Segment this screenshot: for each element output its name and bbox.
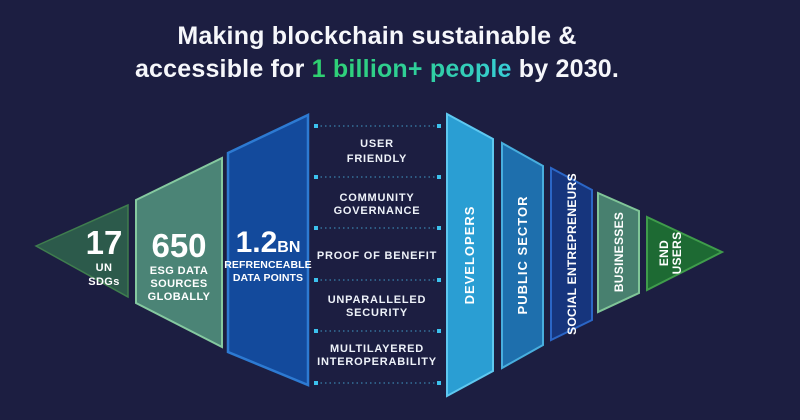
feature-multilayered-interoperability-line1: MULTILAYERED xyxy=(330,343,424,355)
headline-line2-suffix: by 2030. xyxy=(511,54,620,83)
feature-unparalleled-security-line2: SECURITY xyxy=(346,307,408,319)
end-users-shape xyxy=(646,215,725,292)
headline: Making blockchain sustainable & accessib… xyxy=(0,20,754,85)
esg-data-value: 650 xyxy=(151,227,206,264)
esg-data-shape xyxy=(135,156,223,349)
esg-data-label-line1: ESG DATA xyxy=(150,265,208,277)
feature-multilayered-interoperability-line2: INTEROPERABILITY xyxy=(317,356,437,368)
feature-unparalleled-security-line1: UNPARALLELED xyxy=(328,294,427,306)
public-sector-shape xyxy=(501,141,544,370)
un-sdgs-value: 17 xyxy=(86,224,123,261)
connector-dot xyxy=(314,175,318,179)
connector-dot xyxy=(437,124,441,128)
connector-dots xyxy=(314,124,441,385)
esg-data-label-line2: SOURCES xyxy=(150,278,207,290)
connector-dot xyxy=(314,278,318,282)
data-points-label-line2: DATA POINTS xyxy=(233,272,303,284)
un-sdgs-shape xyxy=(34,203,129,299)
connector-dot xyxy=(437,329,441,333)
connector-dot xyxy=(437,381,441,385)
businesses-shape xyxy=(597,191,640,314)
connector-dot xyxy=(314,226,318,230)
data-points-value-group: 1.2BN xyxy=(236,226,301,259)
connector-dot xyxy=(437,175,441,179)
feature-user-friendly-line1: USER xyxy=(360,138,394,150)
esg-data-label-line3: GLOBALLY xyxy=(148,291,211,303)
connector-dot xyxy=(314,381,318,385)
data-points-label-line1: REFRENCEABLE xyxy=(224,259,312,271)
headline-highlight: 1 billion+ people xyxy=(311,54,512,83)
businesses-label: BUSINESSES xyxy=(612,212,626,292)
un-sdgs-label-line1: UN xyxy=(96,262,113,274)
social-entrepreneurs-label: SOCIAL ENTREPRENEURS xyxy=(565,173,579,335)
connector-dot xyxy=(437,226,441,230)
headline-line1: Making blockchain sustainable & xyxy=(177,22,577,50)
feature-user-friendly-line2: FRIENDLY xyxy=(347,153,407,165)
end-users-label-line1: END xyxy=(657,240,671,266)
public-sector-label: PUBLIC SECTOR xyxy=(515,196,530,315)
feature-community-governance-line1: COMMUNITY xyxy=(339,192,414,204)
headline-line2-prefix: accessible for xyxy=(134,54,312,83)
connector-group xyxy=(314,124,441,385)
social-entrepreneurs-shape xyxy=(550,166,593,342)
data-points-shape xyxy=(226,113,310,387)
connector-dot xyxy=(437,278,441,282)
connector-dot xyxy=(314,329,318,333)
data-points-value: 1.2 xyxy=(236,226,278,259)
feature-community-governance-line2: GOVERNANCE xyxy=(334,205,421,217)
developers-shape xyxy=(446,112,494,398)
end-users-label: ENDUSERS xyxy=(657,232,684,275)
connector-dot xyxy=(314,124,318,128)
feature-proof-of-benefit: PROOF OF BENEFIT xyxy=(317,250,437,262)
headline-line2: accessible for 1 billion+ people by 2030… xyxy=(0,53,754,86)
developers-label: DEVELOPERS xyxy=(462,206,477,305)
un-sdgs-label-line2: SDGs xyxy=(88,276,120,288)
data-points-value-suffix: BN xyxy=(277,239,300,256)
end-users-label-line2: USERS xyxy=(670,232,684,275)
feature-list: USER FRIENDLY COMMUNITY GOVERNANCE PROOF… xyxy=(317,138,437,368)
